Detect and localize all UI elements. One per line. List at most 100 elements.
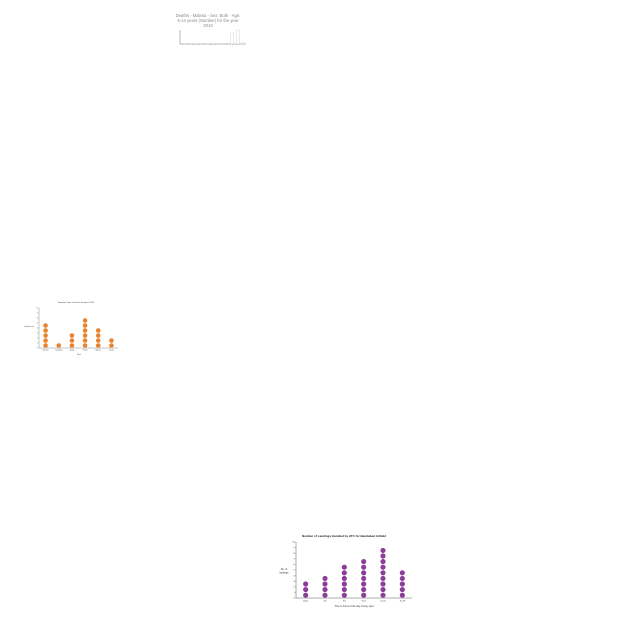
chart-title-line-1: Deaths - Malaria - Sex: Both - Age: bbox=[176, 13, 241, 18]
x-tick-label: Nakano bbox=[96, 350, 102, 352]
x-tick-label: 6-9 bbox=[343, 601, 347, 603]
dot bbox=[43, 338, 48, 343]
dot bbox=[303, 587, 309, 593]
dot bbox=[341, 581, 347, 587]
y-tick-label: 2 bbox=[37, 338, 38, 340]
dot bbox=[43, 323, 48, 328]
dot bbox=[303, 581, 309, 587]
dot bbox=[95, 333, 101, 338]
y-tick-label: 5 bbox=[294, 570, 296, 572]
y-tick-label: 7 bbox=[37, 313, 38, 315]
y-tick-label: 8 bbox=[37, 308, 38, 310]
dot bbox=[109, 338, 114, 343]
y-tick-label: 4 bbox=[294, 575, 296, 577]
x-tick-label: 9-12 bbox=[362, 601, 367, 603]
hospital-visits-chart: Hospital visits of Sam's family in 2014 … bbox=[24, 298, 124, 360]
dot bbox=[341, 587, 347, 593]
dot bbox=[380, 592, 386, 598]
malaria-deaths-chart: Deaths - Malaria - Sex: Both - Age: 5-14… bbox=[168, 10, 252, 62]
dot bbox=[69, 338, 75, 343]
dot bbox=[95, 338, 101, 343]
dot bbox=[322, 581, 328, 587]
x-tick-label: 12-15 bbox=[380, 601, 386, 603]
dot bbox=[69, 343, 75, 348]
dot bbox=[380, 547, 386, 553]
y-axis-label-line-1: No. of bbox=[281, 568, 288, 571]
dot bbox=[43, 328, 48, 333]
x-axis-label: Name bbox=[77, 354, 81, 356]
dot bbox=[95, 343, 101, 348]
dot bbox=[303, 592, 309, 598]
dot bbox=[399, 575, 405, 581]
x-tick-label: Uchida bbox=[69, 350, 74, 352]
dot bbox=[82, 333, 88, 338]
dot bbox=[341, 592, 347, 598]
y-tick-label: 6 bbox=[294, 564, 296, 566]
x-tick-label: 00-11 bbox=[303, 601, 309, 603]
y-tick-label: 2 bbox=[294, 587, 296, 589]
dot bbox=[82, 328, 88, 333]
dot bbox=[82, 318, 88, 323]
y-tick-label: 0 bbox=[294, 598, 296, 600]
dot bbox=[82, 343, 88, 348]
dot bbox=[361, 570, 367, 576]
dot bbox=[361, 581, 367, 587]
bar bbox=[230, 32, 234, 45]
dot bbox=[361, 564, 367, 570]
dot bbox=[341, 564, 347, 570]
y-tick-label: 6 bbox=[37, 318, 38, 320]
dot bbox=[82, 323, 88, 328]
dot bbox=[322, 592, 328, 598]
y-tick-label: 1 bbox=[37, 343, 38, 345]
dot bbox=[380, 587, 386, 593]
y-tick-label: 9 bbox=[294, 547, 296, 549]
dot bbox=[341, 570, 347, 576]
x-tick-label: 15-18 bbox=[400, 601, 406, 603]
y-tick-label: 5 bbox=[37, 323, 38, 325]
dot bbox=[69, 333, 75, 338]
dot bbox=[56, 343, 62, 348]
dot bbox=[380, 570, 386, 576]
x-tick-label: Nanashi bbox=[43, 350, 49, 352]
dot bbox=[109, 343, 114, 348]
dot bbox=[341, 575, 347, 581]
dot bbox=[322, 575, 328, 581]
y-tick-label: 3 bbox=[294, 581, 296, 583]
chart-title: Hospital visits of Sam's family in 2014 bbox=[58, 301, 95, 304]
dot bbox=[399, 592, 405, 598]
chart-title-line-2: 5-14 years (Number) for the year bbox=[178, 18, 240, 23]
dot bbox=[399, 587, 405, 593]
x-tick-label: 3-6 bbox=[323, 601, 327, 603]
y-tick-label: 3 bbox=[37, 333, 38, 335]
dot bbox=[43, 333, 48, 338]
x-tick-label: Sasaki bbox=[83, 350, 88, 352]
dot bbox=[361, 592, 367, 598]
dot bbox=[380, 559, 386, 565]
dot bbox=[361, 575, 367, 581]
malaria-deaths-plot: Deaths - Malaria - Sex: Both - Age: 5-14… bbox=[176, 13, 246, 45]
dot bbox=[322, 587, 328, 593]
dot bbox=[380, 553, 386, 559]
y-tick-label: 0 bbox=[37, 348, 38, 350]
dot bbox=[82, 338, 88, 343]
atc-landings-plot: Number of Landings Handled by ATC for Ba… bbox=[280, 534, 412, 608]
dot bbox=[95, 328, 101, 333]
y-axis-label-line-2: landings bbox=[280, 572, 290, 575]
x-tick-label: Tanaka bbox=[109, 350, 114, 352]
chart-title: Number of Landings Handled by ATC for Ba… bbox=[302, 534, 386, 538]
dot bbox=[399, 570, 405, 576]
y-tick-label: 1 bbox=[294, 592, 296, 594]
chart-title-line-3: 2019 bbox=[203, 23, 213, 28]
dot bbox=[380, 575, 386, 581]
y-tick-label: 7 bbox=[294, 559, 296, 561]
x-tick-label: Tachibana bbox=[55, 350, 62, 352]
dot bbox=[399, 581, 405, 587]
bar bbox=[236, 29, 240, 45]
y-tick-label: 10 bbox=[292, 542, 295, 544]
dot bbox=[361, 559, 367, 565]
dot bbox=[380, 581, 386, 587]
atc-landings-chart: Number of Landings Handled by ATC for Ba… bbox=[270, 530, 418, 612]
y-tick-label: 8 bbox=[294, 553, 296, 555]
x-axis-label: Time In hours of the day of busy spot bbox=[334, 605, 374, 608]
dot bbox=[43, 343, 48, 348]
